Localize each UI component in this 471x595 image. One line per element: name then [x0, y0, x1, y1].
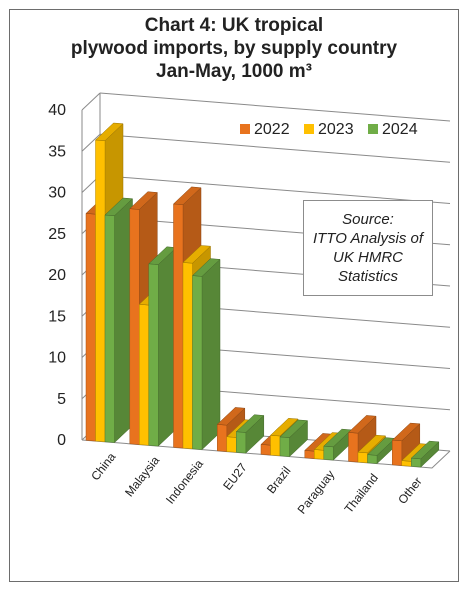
bar-2022	[304, 450, 315, 459]
y-tick-label: 15	[48, 308, 66, 325]
bar-2023	[139, 304, 150, 446]
bar-2023	[357, 451, 368, 464]
bar-top-2022	[172, 186, 202, 205]
bar-top-2024	[235, 414, 265, 433]
bar-2024	[367, 454, 378, 464]
bar-2023	[314, 449, 325, 460]
bar-2023	[95, 139, 106, 443]
side-gridline	[81, 92, 101, 111]
legend-label: 2024	[382, 121, 418, 138]
legend-swatch	[240, 124, 250, 134]
bar-2024	[279, 436, 290, 457]
chart-title: Chart 4: UK tropical plywood imports, by…	[9, 14, 459, 83]
bar-top-2022	[129, 191, 158, 210]
source-note-line-2: ITTO Analysis of	[312, 230, 424, 247]
bar-top-2022	[216, 407, 246, 426]
source-note: Source: ITTO Analysis of UK HMRC Statist…	[303, 200, 433, 296]
bar-top-2022	[347, 415, 377, 434]
bar-2023	[270, 435, 281, 457]
bar-2024	[411, 457, 422, 468]
bar-2024	[323, 445, 334, 461]
bar-2022	[392, 439, 403, 466]
y-tick-label: 20	[48, 267, 66, 284]
bar-top-2023	[182, 245, 212, 264]
bar-2022	[85, 213, 96, 442]
bar-2023	[182, 262, 193, 450]
x-tick-label: Brazil	[264, 464, 294, 496]
y-tick-label: 35	[48, 143, 66, 160]
bar-2022	[129, 208, 140, 445]
y-tick-label: 5	[57, 391, 66, 408]
chart-title-line-3: Jan-May, 1000 m³	[156, 61, 312, 82]
gridline	[99, 133, 451, 163]
source-note-line-3: UK HMRC	[333, 249, 403, 266]
bar-side-2024	[201, 258, 221, 451]
bar-top-2024	[191, 258, 221, 277]
bar-2024	[148, 263, 159, 447]
bar-2022	[217, 424, 228, 452]
legend-swatch	[304, 124, 314, 134]
bar-2023	[226, 436, 237, 453]
y-tick-label: 40	[48, 102, 66, 119]
x-tick-label: Malaysia	[122, 453, 162, 499]
legend-swatch	[368, 124, 378, 134]
gridline	[99, 92, 451, 122]
bar-2024	[236, 431, 247, 454]
bar-top-2023	[357, 434, 387, 454]
bar-2024	[104, 214, 115, 443]
legend-label: 2023	[318, 121, 354, 138]
x-tick-label: EU27	[220, 460, 250, 493]
y-tick-label: 30	[48, 185, 66, 202]
bar-2022	[173, 203, 184, 449]
bar-2022	[260, 444, 271, 456]
side-gridline	[81, 133, 101, 152]
bar-top-2024	[104, 197, 134, 216]
y-tick-label: 10	[48, 350, 66, 367]
chart-title-line-1: Chart 4: UK tropical	[144, 15, 324, 36]
x-tick-label: Indonesia	[163, 457, 206, 507]
gridline	[99, 175, 451, 204]
bar-2022	[348, 432, 359, 463]
chart-title-line-2: plywood imports, by supply country	[70, 38, 398, 59]
legend-label: 2022	[254, 121, 290, 138]
bar-top-2024	[279, 419, 309, 438]
bar-top-2023	[94, 122, 124, 141]
source-note-line-1: Source:	[342, 211, 394, 228]
y-tick-label: 25	[48, 226, 66, 243]
bar-top-2024	[410, 440, 440, 460]
x-tick-label: Thailand	[342, 471, 381, 516]
source-note-line-4: Statistics	[337, 268, 398, 285]
x-tick-label: Paraguay	[295, 467, 338, 516]
x-tick-label: China	[88, 450, 119, 484]
y-tick-label: 0	[57, 432, 66, 449]
bar-2024	[192, 275, 203, 450]
bar-top-2023	[269, 418, 299, 437]
bar-top-2022	[391, 422, 421, 442]
x-tick-label: Other	[395, 474, 425, 506]
